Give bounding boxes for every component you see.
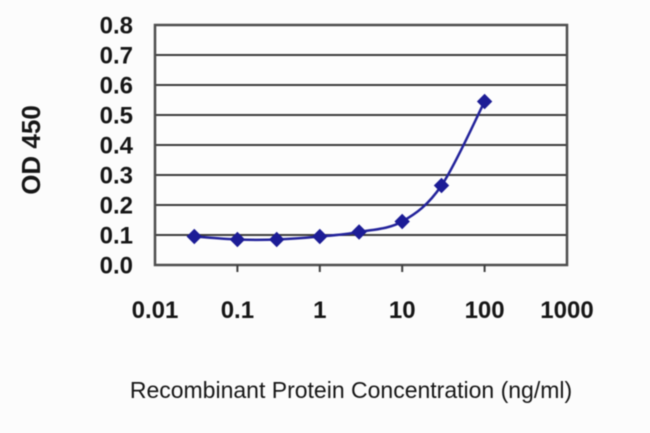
x-tick-label: 100 (465, 297, 505, 324)
data-point-marker (433, 177, 450, 194)
y-tick-label: 0.6 (100, 73, 133, 100)
x-tick-label: 1 (313, 297, 326, 324)
y-tick-label: 0.0 (100, 253, 133, 280)
data-point-marker (351, 224, 367, 240)
data-point-marker (476, 93, 493, 110)
y-tick-label: 0.1 (100, 223, 133, 250)
data-point-marker (394, 213, 410, 230)
series-layer (186, 93, 493, 248)
y-axis-title: OD 450 (16, 105, 46, 195)
axis-labels-layer: 0.01 0.1 1 10 100 1000 0.0 0.1 0.2 0.3 0.4 0.5 0.6 0.… (100, 13, 594, 325)
data-point-marker (312, 228, 328, 245)
data-point-marker (186, 228, 203, 245)
y-tick-label: 0.7 (100, 43, 133, 70)
y-tick-label: 0.5 (100, 103, 133, 130)
y-tick-label: 0.3 (100, 163, 133, 190)
x-axis-title: Recombinant Protein Concentration (ng/ml… (130, 377, 572, 403)
x-tick-label: 0.01 (132, 297, 179, 324)
data-point-marker (268, 231, 285, 248)
x-tick-label: 1000 (540, 297, 593, 324)
grid-layer (153, 23, 569, 272)
y-tick-label: 0.4 (100, 133, 134, 160)
y-tick-label: 0.8 (100, 13, 133, 40)
x-tick-label: 0.1 (221, 297, 254, 324)
y-tick-label: 0.2 (100, 193, 133, 220)
plot-border (153, 23, 569, 267)
data-point-marker (229, 231, 246, 248)
x-tick-label: 10 (389, 297, 416, 324)
